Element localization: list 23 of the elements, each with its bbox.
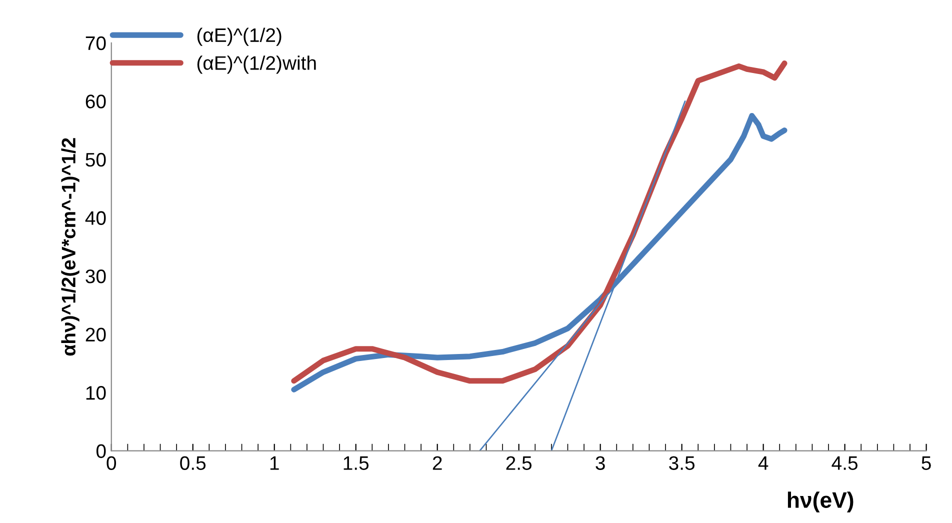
legend-label: (αE)^(1/2): [197, 28, 282, 46]
x-tick-label: 0.5: [180, 456, 206, 470]
y-tick-label: 0: [96, 444, 106, 458]
x-tick-label: 1: [270, 456, 279, 470]
y-tick-label: 10: [86, 386, 106, 400]
x-tick-label: 0: [106, 456, 116, 470]
y-tick-label: 70: [86, 36, 106, 50]
x-tick-label: 2: [432, 456, 442, 470]
y-tick-label: 30: [86, 269, 106, 284]
x-tick-label: 3.5: [669, 456, 695, 470]
x-tick-label: 1.5: [344, 456, 369, 470]
x-axis-title: hν(eV): [788, 492, 854, 512]
x-tick-label: 4.5: [832, 456, 858, 470]
y-tick-label: 20: [86, 328, 106, 342]
x-tick-label: 3: [596, 456, 605, 470]
x-tick-label: 4: [758, 456, 768, 470]
y-axis-title: αhν)^1/2(eV*cm^-1)^1/2: [61, 138, 80, 356]
x-tick-label: 5: [922, 456, 931, 470]
y-tick-label: 60: [86, 94, 106, 108]
y-tick-label: 40: [85, 211, 106, 225]
legend-label: (αE)^(1/2)with: [197, 56, 316, 74]
y-tick-label: 50: [86, 152, 106, 167]
x-tick-label: 2.5: [506, 456, 532, 470]
